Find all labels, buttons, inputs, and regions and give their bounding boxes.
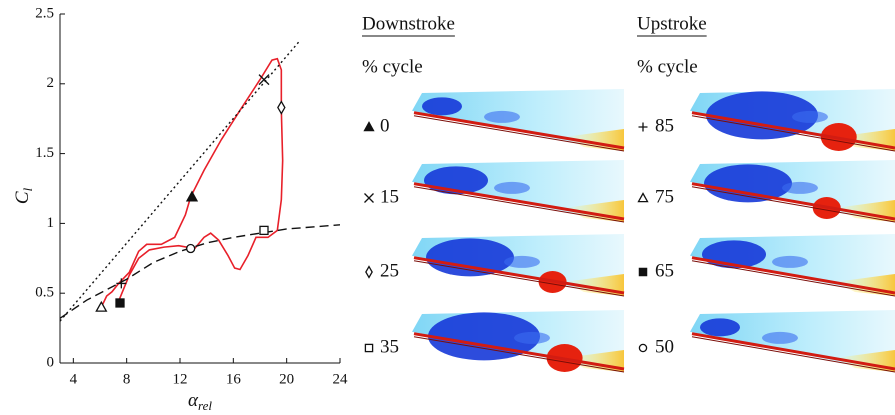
marker [638, 267, 648, 277]
flow-field [690, 160, 895, 223]
vortex [426, 238, 514, 277]
flow-field [690, 234, 895, 297]
y-tick-label: 2.5 [35, 5, 54, 21]
panel-title: Downstroke [362, 13, 455, 34]
vortex-small [782, 181, 818, 194]
airfoil [691, 256, 895, 295]
vortex-small [772, 255, 808, 268]
marker [185, 190, 199, 202]
x-axis-label: αrel [188, 390, 212, 413]
cycle-label: 35 [380, 336, 399, 357]
marker [637, 192, 649, 203]
airfoil-edge [413, 260, 625, 297]
marker [638, 122, 648, 132]
airfoil-edge [691, 115, 895, 152]
flow-field [412, 310, 625, 373]
cycle-label: 15 [380, 186, 399, 207]
vortex [422, 97, 462, 116]
panel-title: Upstroke [637, 13, 707, 34]
vortex-small [762, 331, 798, 344]
vortex [428, 312, 540, 361]
vortex-small [494, 181, 530, 194]
vortex [706, 91, 818, 140]
x-tick-label: 16 [226, 371, 242, 387]
line-series [60, 40, 301, 322]
cycle-label: 25 [380, 260, 399, 281]
x-tick-label: 8 [123, 371, 131, 387]
airfoil-edge [691, 336, 895, 373]
flow-field [412, 89, 625, 152]
y-tick-label: 1 [47, 215, 55, 231]
cycle-label: 85 [655, 115, 674, 136]
y-tick-label: 0 [47, 354, 55, 370]
flow-region [412, 89, 624, 151]
x-tick-label: 4 [70, 371, 78, 387]
marker [364, 343, 374, 353]
vortex-small [484, 110, 520, 123]
flow-field [412, 234, 625, 297]
marker [186, 243, 196, 254]
flow-field [412, 160, 625, 223]
cycle-label: 0 [380, 115, 390, 136]
flow-field [690, 89, 895, 152]
x-tick-label: 20 [279, 371, 294, 387]
marker [258, 74, 270, 86]
airfoil-edge [413, 336, 625, 373]
cycle-label: 65 [655, 260, 674, 281]
marker [115, 298, 125, 308]
airfoil [691, 111, 895, 150]
vortex-small [514, 331, 550, 344]
airfoil [413, 111, 625, 150]
x-tick-label: 12 [173, 371, 188, 387]
cycle-label: 75 [655, 186, 674, 207]
vortex-small [504, 255, 540, 268]
airfoil [413, 182, 625, 221]
flow-field [690, 310, 895, 373]
airfoil-edge [691, 186, 895, 223]
vortex-small [792, 110, 828, 123]
airfoil-edge [413, 115, 625, 152]
marker [365, 265, 373, 279]
marker [363, 121, 375, 132]
panel-subtitle: % cycle [362, 56, 423, 77]
airfoil-edge [413, 186, 625, 223]
airfoil [413, 256, 625, 295]
marker [116, 278, 127, 289]
y-axis-label: Cl [12, 187, 35, 204]
x-tick-label: 24 [333, 371, 349, 387]
cycle-label: 50 [655, 336, 674, 357]
marker [277, 100, 286, 115]
airfoil [691, 182, 895, 221]
airfoil [413, 332, 625, 371]
marker [95, 300, 108, 312]
airfoil-edge [691, 260, 895, 297]
y-tick-label: 2 [47, 75, 55, 91]
y-tick-label: 1.5 [35, 145, 54, 161]
marker [638, 343, 648, 353]
y-tick-label: 0.5 [35, 285, 54, 301]
airfoil [691, 332, 895, 371]
marker [364, 193, 374, 203]
line-series [100, 57, 284, 308]
marker [259, 225, 269, 236]
panel-subtitle: % cycle [637, 56, 698, 77]
vortex [700, 318, 740, 337]
